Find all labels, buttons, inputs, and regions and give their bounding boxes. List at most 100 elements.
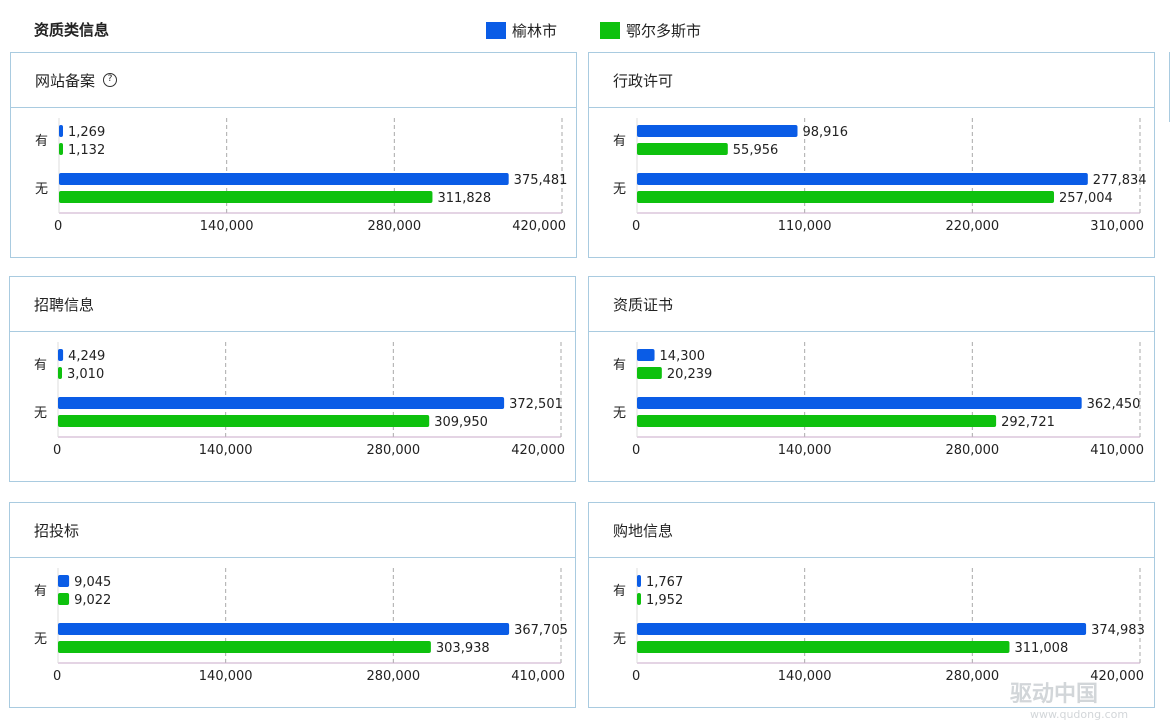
chart-panel: 招聘信息 0 140,000 280,000 420,000 有 4,249 3,010 无 37… — [9, 276, 576, 482]
chart-panel: 招投标 0 140,000 280,000 410,000 有 9,045 9,022 无 367… — [9, 502, 576, 708]
chart-panel: 购地信息 0 140,000 280,000 420,000 有 1,767 1,952 无 37… — [588, 502, 1155, 708]
bar-ordos[interactable] — [637, 641, 1010, 653]
x-tick-label: 280,000 — [366, 669, 420, 684]
x-tick-label: 410,000 — [511, 669, 565, 684]
x-tick-label: 310,000 — [1090, 219, 1144, 234]
bar-yulin[interactable] — [637, 173, 1088, 185]
bar-yulin[interactable] — [58, 397, 505, 409]
bar-yulin[interactable] — [637, 397, 1082, 409]
x-tick-label: 140,000 — [199, 669, 253, 684]
data-label: 309,950 — [434, 415, 488, 430]
bar-ordos[interactable] — [637, 415, 997, 427]
legend-label: 鄂尔多斯市 — [626, 22, 702, 40]
x-tick-label: 0 — [53, 669, 61, 684]
bar-ordos[interactable] — [59, 191, 433, 203]
y-category-label: 有 — [35, 134, 48, 149]
chart-title-bar: 网站备案? — [11, 53, 576, 108]
bar-ordos[interactable] — [58, 415, 430, 427]
x-tick-label: 140,000 — [778, 443, 832, 458]
y-category-label: 无 — [34, 406, 47, 421]
y-category-label: 有 — [613, 134, 626, 149]
bar-yulin[interactable] — [637, 125, 798, 137]
data-label: 372,501 — [509, 397, 563, 412]
data-label: 277,834 — [1093, 173, 1147, 188]
x-tick-label: 280,000 — [366, 443, 420, 458]
bar-yulin[interactable] — [59, 125, 63, 137]
data-label: 9,045 — [74, 575, 111, 590]
data-label: 367,705 — [514, 623, 568, 638]
legend-item-yulin[interactable]: 榆林市 — [486, 20, 557, 41]
bar-chart: 0 140,000 280,000 420,000 有 1,767 1,952 无 374,98… — [613, 568, 1145, 684]
y-category-label: 无 — [35, 182, 48, 197]
data-label: 311,008 — [1014, 641, 1068, 656]
bar-chart: 0 140,000 280,000 420,000 有 4,249 3,010 无 372,50… — [34, 342, 565, 458]
data-label: 374,983 — [1091, 623, 1145, 638]
bar-yulin[interactable] — [58, 623, 510, 635]
watermark-logo: 驱动中国 www.qudong.com — [1010, 682, 1129, 721]
data-label: 1,767 — [646, 575, 683, 590]
bar-ordos[interactable] — [58, 641, 431, 653]
bar-yulin[interactable] — [637, 349, 655, 361]
x-tick-label: 0 — [53, 443, 61, 458]
bar-ordos[interactable] — [58, 367, 62, 379]
legend-label: 榆林市 — [512, 22, 558, 40]
chart-title-bar: 行政许可 — [589, 53, 1154, 108]
y-category-label: 有 — [613, 358, 626, 373]
data-label: 1,269 — [68, 125, 105, 140]
chart-panel: 行政许可 0 110,000 220,000 310,000 有 98,916 55,956 无… — [588, 52, 1155, 258]
x-tick-label: 0 — [632, 669, 640, 684]
data-label: 362,450 — [1087, 397, 1141, 412]
x-tick-label: 220,000 — [945, 219, 999, 234]
x-tick-label: 140,000 — [199, 443, 253, 458]
chart-title-bar: 招投标 — [10, 503, 575, 558]
data-label: 98,916 — [802, 125, 848, 140]
x-tick-label: 280,000 — [945, 669, 999, 684]
scroll-edge — [1169, 52, 1172, 122]
bar-yulin[interactable] — [637, 623, 1087, 635]
bar-yulin[interactable] — [637, 575, 641, 587]
x-tick-label: 420,000 — [1090, 669, 1144, 684]
chart-title: 资质证书 — [613, 295, 674, 314]
chart-title: 招投标 — [34, 521, 80, 540]
x-tick-label: 280,000 — [367, 219, 421, 234]
bar-ordos[interactable] — [637, 143, 728, 155]
data-label: 1,132 — [68, 143, 105, 158]
bar-yulin[interactable] — [58, 575, 70, 587]
bar-ordos[interactable] — [637, 191, 1055, 203]
legend-swatch — [486, 22, 506, 39]
chart-title: 行政许可 — [613, 71, 674, 90]
data-label: 303,938 — [436, 641, 490, 656]
bar-ordos[interactable] — [58, 593, 70, 605]
y-category-label: 有 — [34, 584, 47, 599]
bar-chart: 0 110,000 220,000 310,000 有 98,916 55,956 无 277,… — [613, 118, 1147, 234]
legend-item-ordos[interactable]: 鄂尔多斯市 — [600, 20, 701, 41]
help-icon[interactable]: ? — [103, 73, 118, 87]
y-category-label: 无 — [613, 406, 626, 421]
x-tick-label: 110,000 — [778, 219, 832, 234]
chart-title-bar: 招聘信息 — [10, 277, 575, 332]
section-title: 资质类信息 — [34, 21, 110, 39]
chart-title-bar: 资质证书 — [589, 277, 1154, 332]
x-tick-label: 420,000 — [511, 443, 565, 458]
bar-ordos[interactable] — [637, 593, 641, 605]
data-label: 3,010 — [67, 367, 104, 382]
data-label: 55,956 — [733, 143, 779, 158]
x-tick-label: 0 — [632, 443, 640, 458]
x-tick-label: 420,000 — [512, 219, 566, 234]
bar-yulin[interactable] — [58, 349, 64, 361]
x-tick-label: 140,000 — [778, 669, 832, 684]
data-label: 20,239 — [667, 367, 713, 382]
legend-swatch — [600, 22, 620, 39]
chart-title: 购地信息 — [613, 521, 674, 540]
bar-yulin[interactable] — [59, 173, 509, 185]
x-tick-label: 0 — [632, 219, 640, 234]
bar-ordos[interactable] — [637, 367, 662, 379]
data-label: 9,022 — [74, 593, 111, 608]
x-tick-label: 280,000 — [945, 443, 999, 458]
chart-title: 网站备案 — [35, 71, 96, 90]
bar-ordos[interactable] — [59, 143, 63, 155]
bar-chart: 0 140,000 280,000 410,000 有 14,300 20,239 无 362,… — [613, 342, 1144, 458]
data-label: 14,300 — [660, 349, 706, 364]
data-label: 375,481 — [514, 173, 568, 188]
x-tick-label: 140,000 — [200, 219, 254, 234]
